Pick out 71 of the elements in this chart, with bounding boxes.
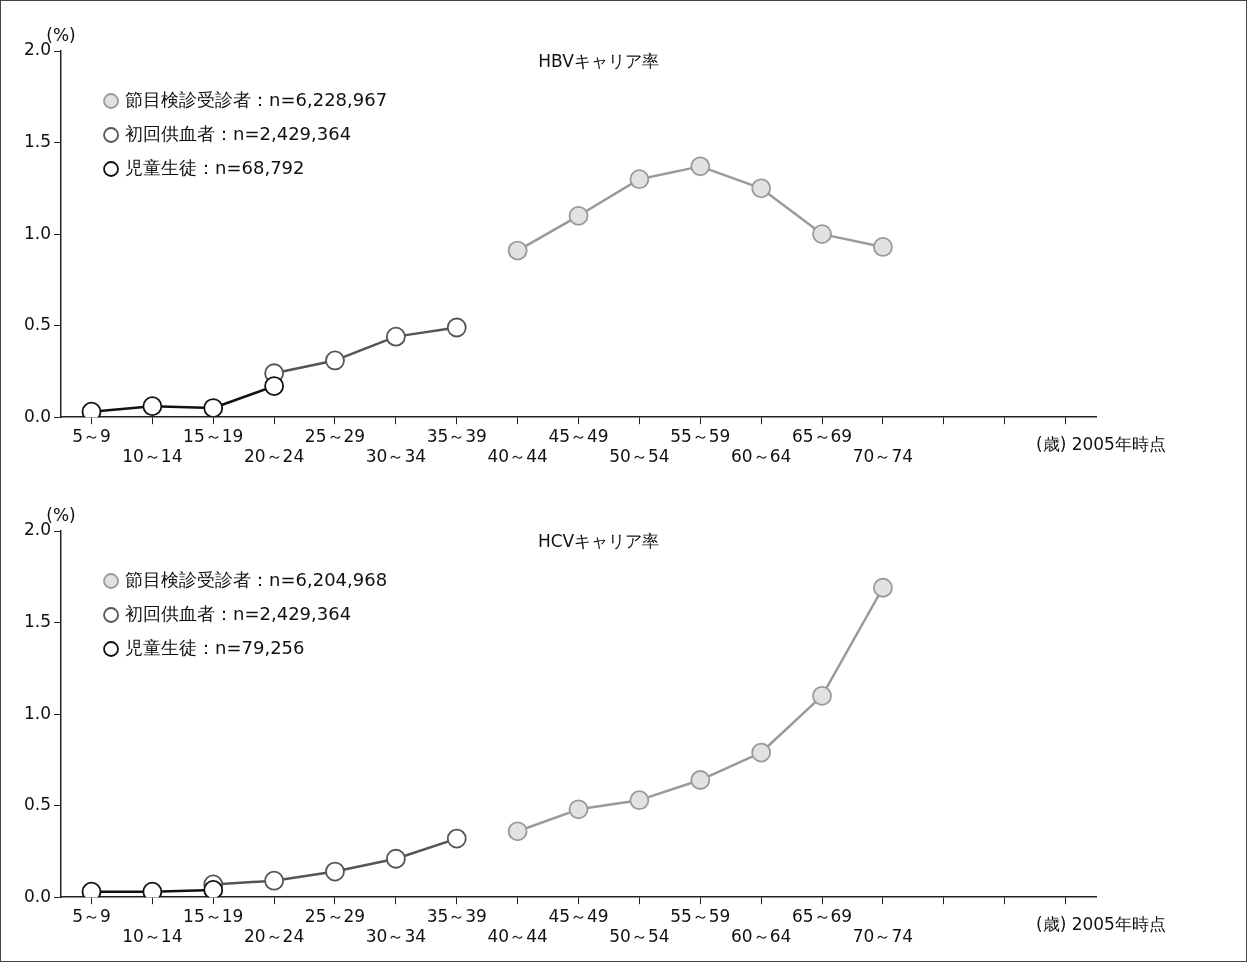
x-tick-label: 60～64	[731, 446, 792, 467]
point	[873, 237, 893, 257]
x-tick-label: 65～69	[791, 425, 853, 446]
y-tick-label: 1.5	[23, 130, 52, 151]
point	[264, 376, 285, 396]
x-tick-label: 15～19	[183, 905, 244, 926]
point	[629, 790, 650, 811]
chart-title: HBVキャリア率	[538, 51, 659, 72]
chart-title: HCVキャリア率	[537, 531, 660, 552]
x-tick-label: 5～9	[72, 425, 111, 446]
legend-label: 初回供血者：n=2,429,364	[125, 602, 352, 624]
point	[690, 770, 711, 790]
point	[446, 828, 467, 849]
point	[507, 240, 528, 261]
x-tick-label: 20～24	[243, 446, 305, 467]
point	[325, 861, 345, 882]
point	[446, 317, 467, 338]
point	[751, 178, 772, 199]
point	[264, 870, 285, 891]
x-tick-label: 50～54	[609, 446, 670, 467]
point	[385, 326, 406, 347]
y-tick-label: 1.0	[23, 222, 52, 243]
legend-label: 節目検診受診者：n=6,204,968	[125, 568, 388, 590]
point	[507, 821, 528, 842]
x-tick-label: 5～9	[72, 905, 111, 926]
point	[873, 577, 893, 598]
x-tick-label: 70～74	[852, 926, 914, 947]
x-axis-title: (歳) 2005年時点	[1036, 434, 1166, 455]
point	[568, 205, 589, 226]
point	[812, 685, 832, 706]
x-tick-label: 15～19	[183, 425, 244, 446]
x-tick-label: 55～59	[670, 425, 731, 446]
point	[325, 350, 345, 371]
x-tick-label: 40～44	[487, 446, 548, 467]
point	[751, 742, 772, 763]
x-tick-label: 10～14	[122, 926, 183, 947]
legend-label: 児童生徒：n=68,792	[125, 156, 305, 178]
x-tick-label: 30～34	[365, 446, 427, 467]
point	[629, 169, 650, 190]
x-tick-label: 25～29	[304, 905, 366, 926]
y-tick-label: 1.5	[23, 610, 52, 631]
y-tick-label: 1.0	[23, 702, 52, 723]
point	[568, 799, 589, 820]
y-tick-label: 0.0	[23, 405, 52, 426]
y-tick-label: 0.0	[23, 885, 52, 906]
legend-label: 初回供血者：n=2,429,364	[125, 122, 352, 144]
x-tick-label: 65～69	[791, 905, 853, 926]
y-tick-label: 0.5	[23, 314, 52, 335]
x-tick-label: 50～54	[609, 926, 670, 947]
point	[690, 156, 711, 177]
point	[203, 398, 224, 418]
x-tick-label: 10～14	[122, 446, 183, 467]
legend-label: 節目検診受診者：n=6,228,967	[125, 88, 388, 110]
y-tick-label: 0.5	[23, 794, 52, 815]
point	[142, 396, 163, 417]
point	[812, 224, 832, 244]
x-tick-label: 45～49	[548, 425, 609, 446]
x-axis-title: (歳) 2005年時点	[1036, 914, 1166, 935]
point	[385, 848, 406, 869]
point	[203, 879, 224, 898]
x-tick-label: 25～29	[304, 425, 366, 446]
legend-label: 児童生徒：n=79,256	[125, 636, 305, 658]
x-tick-label: 35～39	[426, 905, 487, 926]
x-tick-label: 40～44	[487, 926, 548, 947]
x-tick-label: 55～59	[670, 905, 731, 926]
x-tick-label: 35～39	[426, 425, 487, 446]
x-tick-label: 70～74	[852, 446, 914, 467]
x-tick-label: 60～64	[731, 926, 792, 947]
x-tick-label: 30～34	[365, 926, 427, 947]
x-tick-label: 20～24	[243, 926, 305, 947]
x-tick-label: 45～49	[548, 905, 609, 926]
